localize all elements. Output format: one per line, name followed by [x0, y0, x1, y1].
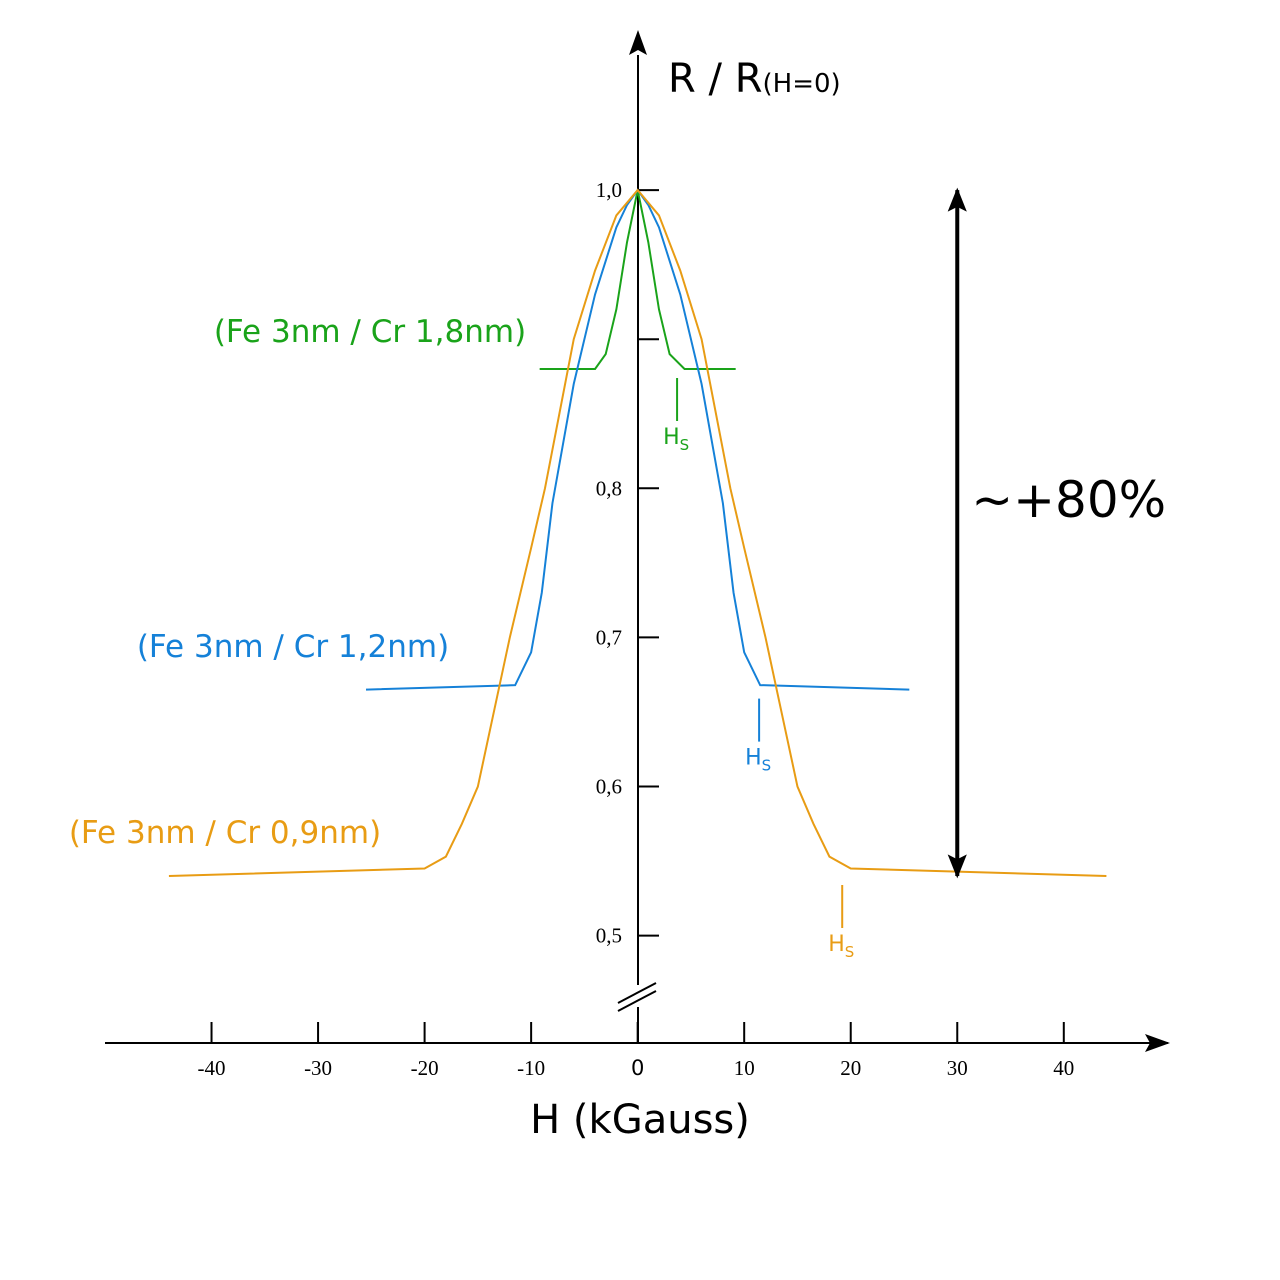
- x-tick-label: 10: [734, 1056, 755, 1080]
- hs-label-sub: S: [845, 943, 855, 961]
- x-tick-label: -40: [198, 1056, 226, 1080]
- y-axis-arrow: [629, 30, 647, 55]
- y-tick-label: 0,8: [596, 476, 622, 500]
- x-tick-label: 30: [947, 1056, 968, 1080]
- series-label: (Fe 3nm / Cr 1,8nm): [214, 314, 526, 350]
- series-label: (Fe 3nm / Cr 0,9nm): [69, 815, 381, 851]
- x-tick-label: 40: [1053, 1056, 1074, 1080]
- change-label: ~+80%: [971, 471, 1166, 529]
- hs-label: HS: [663, 425, 689, 454]
- y-tick-label: 1,0: [596, 178, 622, 202]
- series-label: (Fe 3nm / Cr 1,2nm): [137, 629, 449, 665]
- y-tick-label: 0,6: [596, 775, 622, 799]
- y-axis-label-sub: (H=0): [763, 69, 841, 99]
- hs-label: HS: [745, 746, 771, 775]
- axis-break: [617, 982, 657, 1012]
- hs-label-main: H: [745, 746, 762, 771]
- x-axis-label: H (kGauss): [530, 1097, 750, 1143]
- hs-label-main: H: [828, 932, 845, 957]
- x-axis-arrow: [1145, 1034, 1170, 1052]
- x-tick-label: 20: [840, 1056, 861, 1080]
- y-tick-label: 0,7: [596, 625, 622, 649]
- hs-label-main: H: [663, 425, 680, 450]
- x-tick-label: -20: [411, 1056, 439, 1080]
- hs-label-sub: S: [680, 436, 690, 454]
- x-tick-label: 0: [631, 1056, 644, 1080]
- series-line: [168, 188, 1107, 877]
- x-tick-label: -10: [517, 1056, 545, 1080]
- hs-label-sub: S: [762, 757, 772, 775]
- hs-label: HS: [828, 932, 854, 961]
- y-axis-label-main: R / R: [668, 56, 763, 102]
- x-tick-label: -30: [304, 1056, 332, 1080]
- y-tick-label: 0,5: [596, 924, 622, 948]
- y-axis-label: R / R(H=0): [668, 56, 841, 102]
